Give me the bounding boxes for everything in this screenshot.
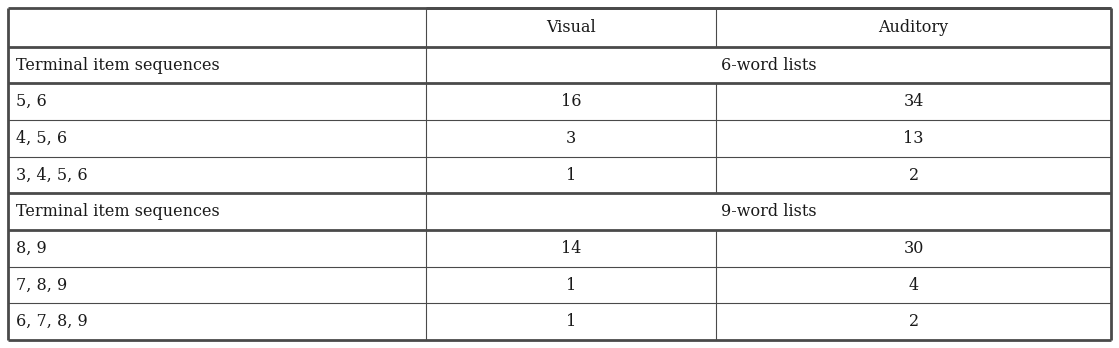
Text: 3: 3 (566, 130, 576, 147)
Text: 4: 4 (909, 277, 919, 293)
Text: 7, 8, 9: 7, 8, 9 (16, 277, 67, 293)
Text: 3, 4, 5, 6: 3, 4, 5, 6 (16, 167, 87, 183)
Text: 13: 13 (903, 130, 924, 147)
Text: Terminal item sequences: Terminal item sequences (16, 203, 219, 220)
Text: 2: 2 (909, 167, 919, 183)
Text: 1: 1 (566, 313, 576, 330)
Text: 1: 1 (566, 167, 576, 183)
Text: Terminal item sequences: Terminal item sequences (16, 56, 219, 73)
Text: 8, 9: 8, 9 (16, 240, 47, 257)
Text: 16: 16 (561, 93, 581, 110)
Text: 5, 6: 5, 6 (16, 93, 47, 110)
Text: 6, 7, 8, 9: 6, 7, 8, 9 (16, 313, 87, 330)
Text: 6-word lists: 6-word lists (721, 56, 817, 73)
Text: 30: 30 (903, 240, 923, 257)
Text: 4, 5, 6: 4, 5, 6 (16, 130, 67, 147)
Text: 1: 1 (566, 277, 576, 293)
Text: Visual: Visual (546, 19, 596, 36)
Text: Auditory: Auditory (878, 19, 949, 36)
Text: 9-word lists: 9-word lists (721, 203, 817, 220)
Text: 34: 34 (903, 93, 923, 110)
Text: 2: 2 (909, 313, 919, 330)
Text: 14: 14 (561, 240, 581, 257)
